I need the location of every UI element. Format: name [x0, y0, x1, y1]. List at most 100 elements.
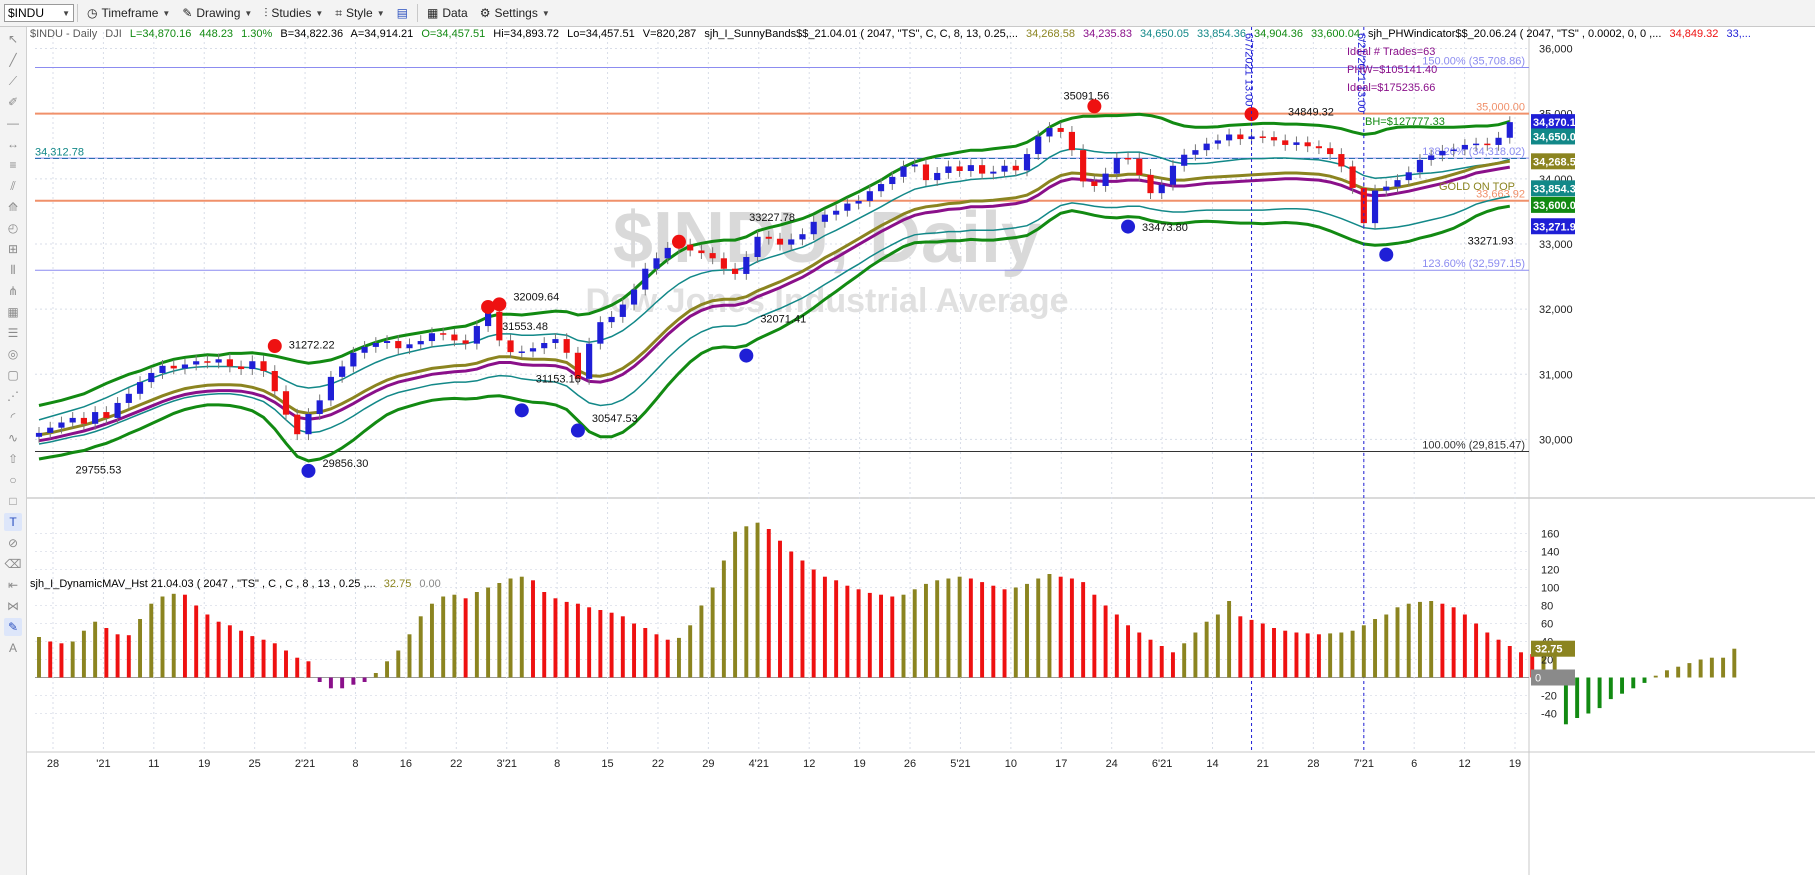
data-button[interactable]: ▦ Data	[421, 3, 474, 23]
settings-button[interactable]: ⚙ Settings ▼	[474, 3, 556, 23]
time-tick-label: 11	[148, 758, 159, 770]
gann-icon[interactable]: ⊞	[7, 242, 19, 256]
candle-body	[597, 322, 604, 344]
ruler-icon[interactable]: ⊘	[7, 536, 19, 550]
price-tick-label: 32,000	[1539, 304, 1573, 316]
candle-body	[462, 340, 469, 344]
histogram-bar	[710, 587, 715, 678]
histogram-bar	[1631, 677, 1636, 689]
candle-body	[1439, 150, 1446, 156]
rectangle-tool-icon[interactable]: □	[9, 494, 17, 508]
price-annotation-label: 32009.64	[513, 291, 559, 303]
split-icon[interactable]: ⇤	[7, 578, 19, 592]
candle-body	[1461, 144, 1468, 150]
histogram-bar	[328, 677, 333, 689]
candle-body	[1293, 142, 1300, 145]
grid-icon[interactable]: ▦	[7, 305, 19, 319]
candle-body	[788, 239, 795, 245]
time-tick-label: 2'21	[295, 758, 315, 770]
time-cycles-icon[interactable]: ◴	[7, 221, 19, 235]
histogram-bar	[564, 601, 569, 678]
histogram-bar	[1238, 616, 1243, 678]
candle-body	[372, 343, 379, 347]
hline-tool-icon[interactable]: —	[7, 116, 19, 130]
candle-body	[1394, 180, 1401, 187]
square-tool-icon[interactable]: ▢	[7, 368, 19, 382]
candle-body	[529, 348, 537, 352]
arrow-up-icon[interactable]: ⇧	[7, 452, 19, 466]
histogram-bar	[879, 594, 884, 678]
speed-lines-icon[interactable]: ⋰	[7, 389, 19, 403]
eraser-icon[interactable]: ⌫	[4, 557, 22, 571]
swing-high-dot	[267, 339, 282, 354]
price-annotation-label: 33473.80	[1142, 222, 1188, 234]
candle-body	[709, 253, 716, 259]
histogram-bar	[1485, 632, 1490, 678]
drawing-label: Drawing	[196, 6, 241, 20]
candle-body	[1338, 154, 1345, 167]
studies-button[interactable]: ⫶ Studies ▼	[258, 3, 329, 23]
circle-tool-icon[interactable]: ○	[9, 473, 17, 487]
line-tool-icon[interactable]: ╱	[9, 53, 17, 67]
histogram-bar	[216, 621, 221, 678]
layout-button[interactable]: ▤	[391, 3, 414, 23]
price-annotation-label: 35091.56	[1063, 91, 1109, 103]
style-button[interactable]: ⌗ Style ▼	[329, 3, 390, 23]
price-annotation-label: 29755.53	[75, 464, 121, 476]
text-tool-icon[interactable]: T	[4, 513, 22, 531]
histogram-bar	[1406, 603, 1411, 678]
histogram-bar	[1182, 643, 1187, 678]
candle-body	[732, 268, 739, 274]
wave-icon[interactable]: ∿	[7, 431, 19, 445]
arrows-icon[interactable]: ↔	[7, 137, 19, 151]
channel-icon[interactable]: ⫽	[10, 178, 16, 193]
magnet-icon[interactable]: ⋈	[7, 599, 19, 613]
vertical-lines-icon[interactable]: ⦀	[10, 262, 16, 277]
swing-low-dot	[570, 423, 585, 438]
candle-body	[833, 210, 840, 215]
arc-tool-icon[interactable]: ◜	[10, 410, 16, 424]
candle-body	[35, 432, 43, 437]
fib-retracement-icon[interactable]: ≡	[9, 158, 17, 172]
histogram-bar	[1227, 601, 1232, 678]
histogram-bar	[1204, 621, 1209, 678]
candle-body	[473, 326, 480, 344]
drawing-button[interactable]: ✎ Drawing ▼	[176, 3, 258, 23]
histogram-bar	[1530, 654, 1535, 678]
study1-value: 34,235.83	[1083, 28, 1132, 40]
candle-body	[586, 343, 593, 379]
hist-zero-tag-label: 0	[1535, 673, 1541, 685]
histogram-bar	[272, 643, 277, 678]
cursor-icon[interactable]: ↖	[7, 32, 19, 46]
histogram-bar	[1552, 650, 1557, 678]
candle-body	[1405, 172, 1412, 181]
candle-body	[687, 244, 694, 251]
edit-icon[interactable]: ✎	[4, 618, 22, 636]
candle-body	[1371, 190, 1379, 224]
chevron-down-icon: ▼	[376, 8, 385, 18]
study1-value: 33,600.04	[1311, 28, 1360, 40]
histogram-bar	[923, 583, 928, 678]
spiral-icon[interactable]: ◎	[7, 347, 19, 361]
candle-body	[58, 422, 65, 428]
histogram-bar	[160, 596, 165, 678]
chevron-down-icon[interactable]: ▼	[62, 8, 70, 18]
brush-icon[interactable]: ✐	[7, 95, 19, 109]
candle-body	[541, 343, 548, 349]
hist-tick-label: 60	[1541, 619, 1553, 631]
symbol-input[interactable]: $INDU ▼	[4, 4, 74, 22]
histogram-bar	[1159, 646, 1164, 678]
histogram-bar	[463, 598, 468, 678]
hist-tick-label: 20	[1541, 655, 1553, 667]
fib-fan-icon[interactable]: ⟰	[7, 200, 19, 214]
timeframe-button[interactable]: ◷ Timeframe ▼	[81, 3, 176, 23]
histogram-bar	[452, 594, 457, 678]
left-level-label: 34,312.78	[35, 146, 84, 158]
histogram-bar	[1541, 652, 1546, 678]
pitchfork-icon[interactable]: ⋔	[7, 284, 19, 298]
histogram-bar	[755, 522, 760, 678]
ray-tool-icon[interactable]: ⟋	[8, 73, 18, 88]
text-annotation-icon[interactable]: A	[8, 641, 17, 655]
levels-icon[interactable]: ☰	[7, 326, 19, 340]
